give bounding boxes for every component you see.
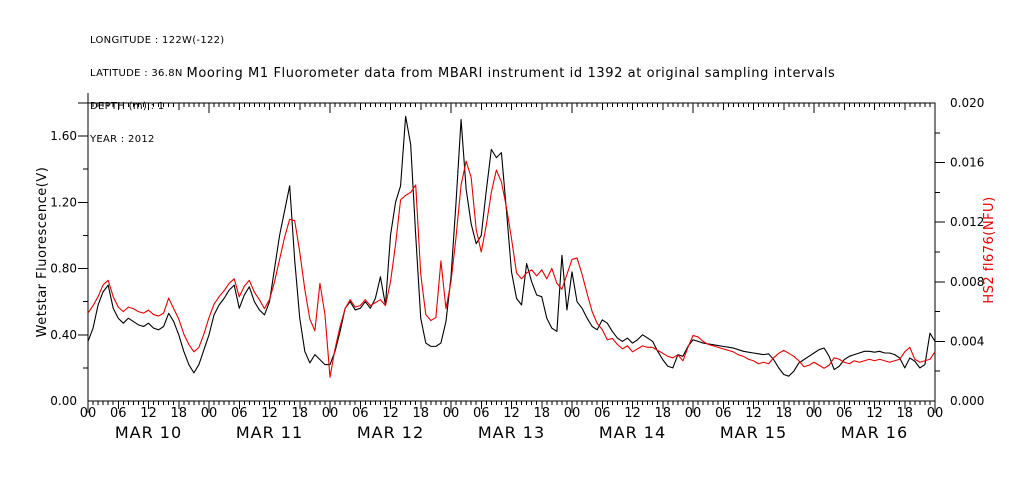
metadata-year: YEAR : 2012 [90, 134, 155, 145]
metadata-depth: DEPTH (m) : 1 [90, 101, 165, 112]
hour-tick-label: 00 [564, 406, 581, 421]
metadata-latitude: LATITUDE : 36.8N [90, 68, 183, 79]
hour-tick-label: 00 [80, 406, 97, 421]
hour-tick-label: 18 [170, 406, 187, 421]
right-axis-title: HS2 fl676(NFU) [982, 196, 997, 303]
metadata-block: LONGITUDE : 122W(-122) LATITUDE : 36.8N … [90, 13, 225, 156]
hour-tick-label: 12 [261, 406, 278, 421]
hour-tick-label: 18 [896, 406, 913, 421]
hour-tick-label: 12 [140, 406, 157, 421]
plot-border [87, 102, 936, 402]
right-tick-label: 0.012 [950, 215, 984, 229]
hour-tick-label: 18 [654, 406, 671, 421]
axis-ticks [78, 102, 945, 413]
left-tick-label: 0.00 [50, 394, 77, 408]
hour-tick-label: 18 [291, 406, 308, 421]
axis-labels: 0.00 0.40 0.80 1.20 1.60 0.000 0.004 0.008 0.012… [50, 96, 984, 442]
hour-tick-label: 18 [775, 406, 792, 421]
left-tick-label: 1.60 [50, 129, 77, 143]
left-axis-title: Wetstar Fluorescence(V) [35, 167, 50, 338]
right-tick-label: 0.008 [950, 275, 984, 289]
left-tick-label: 0.40 [50, 328, 77, 342]
left-tick-label: 0.80 [50, 262, 77, 276]
hour-tick-label: 06 [473, 406, 490, 421]
metadata-longitude: LONGITUDE : 122W(-122) [90, 35, 225, 46]
hour-tick-label: 18 [412, 406, 429, 421]
left-tick-label: 1.20 [50, 195, 77, 209]
day-label: MAR 16 [841, 423, 908, 442]
day-label: MAR 14 [599, 423, 666, 442]
chart-title: Mooring M1 Fluorometer data from MBARI i… [186, 66, 836, 81]
right-tick-label: 0.020 [950, 96, 984, 110]
right-tick-label: 0.000 [950, 394, 984, 408]
hour-tick-label: 06 [352, 406, 369, 421]
right-tick-label: 0.004 [950, 334, 984, 348]
hs2-series-line [87, 160, 936, 378]
hour-tick-label: 06 [715, 406, 732, 421]
hour-tick-label: 12 [382, 406, 399, 421]
day-label: MAR 13 [478, 423, 545, 442]
hour-tick-label: 18 [533, 406, 550, 421]
day-label: MAR 15 [720, 423, 787, 442]
hour-tick-label: 06 [836, 406, 853, 421]
hour-tick-label: 00 [443, 406, 460, 421]
hour-tick-label: 00 [806, 406, 823, 421]
hour-tick-label: 06 [231, 406, 248, 421]
plot-frame [87, 93, 936, 402]
hour-tick-label: 00 [201, 406, 218, 421]
day-label: MAR 12 [357, 423, 424, 442]
hour-tick-label: 12 [866, 406, 883, 421]
hour-tick-label: 12 [503, 406, 520, 421]
hour-tick-label: 06 [110, 406, 127, 421]
data-series [87, 115, 936, 378]
hour-tick-label: 06 [594, 406, 611, 421]
wetstar-series-line [87, 115, 936, 377]
hour-tick-label: 00 [927, 406, 944, 421]
hour-tick-label: 12 [745, 406, 762, 421]
right-tick-label: 0.016 [950, 156, 984, 170]
hour-tick-label: 00 [322, 406, 339, 421]
day-label: MAR 11 [236, 423, 303, 442]
day-label: MAR 10 [115, 423, 182, 442]
hour-tick-label: 00 [685, 406, 702, 421]
hour-tick-label: 12 [624, 406, 641, 421]
